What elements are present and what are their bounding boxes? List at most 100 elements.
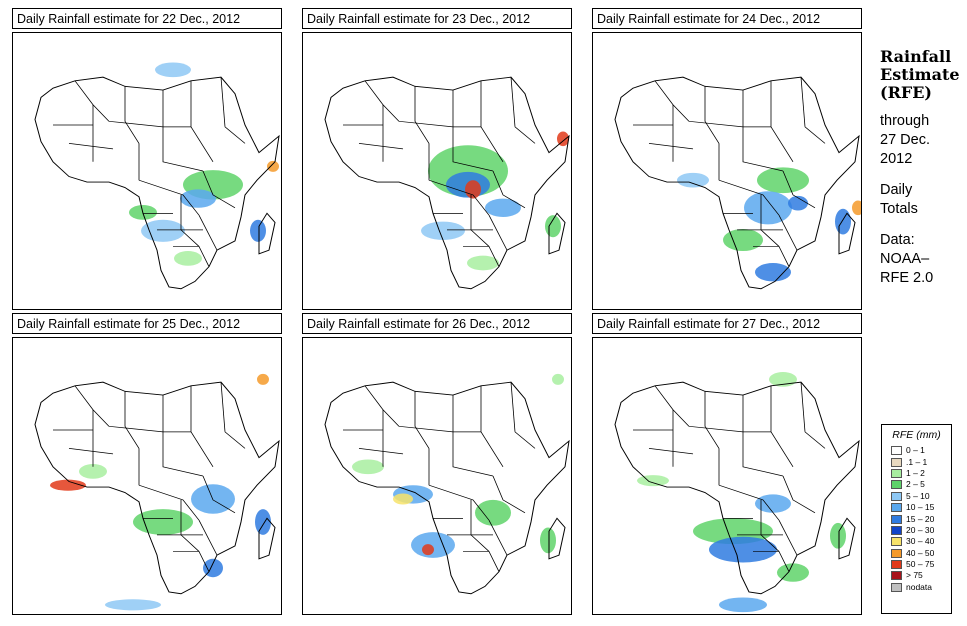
country-border: [742, 126, 784, 172]
country-border: [654, 385, 690, 427]
rainfall-area: [155, 62, 191, 78]
legend-swatch: [891, 548, 902, 558]
legend-label: 0 – 1: [906, 445, 925, 456]
legend-swatch: [891, 514, 902, 524]
country-border: [202, 170, 236, 209]
legend-label: .1 – 1: [906, 456, 928, 467]
rainfall-area: [255, 509, 271, 535]
country-border: [782, 475, 816, 514]
country-border: [654, 80, 690, 122]
legend-label: 1 – 2: [906, 467, 925, 478]
country-border: [173, 246, 210, 267]
country-border: [198, 520, 218, 556]
legend-swatch: [891, 560, 902, 570]
country-border: [800, 77, 806, 127]
country-border: [224, 431, 246, 449]
legend-swatch: [891, 571, 902, 581]
country-border: [428, 484, 490, 521]
country-border: [358, 448, 404, 455]
country-border: [138, 484, 200, 521]
rainfall-area: [352, 459, 384, 475]
country-border: [514, 126, 536, 144]
africa-map: [302, 337, 572, 615]
legend-label: 40 – 50: [906, 547, 935, 558]
rainfall-area: [719, 597, 767, 613]
country-border: [463, 551, 500, 572]
rainfall-area: [709, 536, 777, 563]
country-border: [492, 475, 526, 514]
legend-item: > 75: [882, 570, 951, 581]
rainfall-area: [267, 160, 279, 172]
rainfall-area: [540, 527, 556, 554]
madagascar-outline: [258, 517, 276, 560]
africa-map-svg: [34, 373, 280, 611]
legend-swatch: [891, 491, 902, 501]
rainfall-area: [133, 509, 193, 535]
rainfall-area: [557, 131, 569, 147]
legend-label: 30 – 40: [906, 536, 935, 547]
legend-title: RFE (mm): [892, 429, 941, 441]
country-border: [358, 143, 404, 150]
legend-swatch: [891, 468, 902, 478]
country-border: [480, 126, 504, 162]
legend-label: 10 – 15: [906, 502, 935, 513]
legend-item: 15 – 20: [882, 513, 951, 524]
rainfall-area: [422, 544, 434, 556]
rainfall-area: [552, 373, 564, 385]
country-border: [398, 120, 454, 128]
africa-coastline: [324, 381, 570, 595]
country-border: [198, 215, 218, 251]
country-border: [452, 90, 481, 128]
rainfall-area: [141, 219, 185, 242]
panel-title: Daily Rainfall estimate for 27 Dec., 201…: [592, 313, 862, 334]
country-border: [800, 382, 806, 432]
country-border: [108, 425, 164, 433]
africa-map: [592, 337, 862, 615]
rainfall-area: [755, 263, 791, 282]
sidebar-title: Rainfall Estimate (RFE): [880, 47, 960, 102]
rainfall-area: [744, 191, 792, 225]
country-border: [492, 170, 526, 209]
africa-map-svg: [614, 372, 860, 613]
country-border: [782, 170, 816, 209]
rainfall-area: [421, 221, 465, 240]
madagascar-outline: [548, 517, 566, 560]
country-border: [753, 246, 790, 267]
country-border: [162, 126, 204, 172]
country-border: [162, 395, 191, 433]
rainfall-area: [755, 494, 791, 513]
rainfall-area: [788, 195, 808, 211]
country-border: [364, 385, 400, 427]
legend-item: 1 – 2: [882, 468, 951, 479]
country-border: [452, 126, 494, 172]
country-border: [162, 90, 191, 128]
rainfall-area: [677, 172, 709, 188]
country-border: [648, 448, 694, 455]
country-border: [770, 126, 794, 162]
panel-title: Daily Rainfall estimate for 24 Dec., 201…: [592, 8, 862, 29]
africa-coastline: [614, 76, 860, 290]
rainfall-area: [465, 180, 481, 199]
panel-title: Daily Rainfall estimate for 25 Dec., 201…: [12, 313, 282, 334]
country-border: [742, 395, 771, 433]
country-border: [74, 385, 110, 427]
country-border: [202, 475, 236, 514]
country-border: [688, 425, 744, 433]
rainfall-area: [79, 464, 107, 479]
legend-swatch: [891, 582, 902, 592]
panel-title: Daily Rainfall estimate for 23 Dec., 201…: [302, 8, 572, 29]
country-border: [488, 520, 508, 556]
country-border: [190, 126, 214, 162]
country-border: [173, 551, 210, 572]
rainfall-area: [393, 493, 413, 505]
legend-label: > 75: [906, 570, 923, 581]
legend-label: 15 – 20: [906, 513, 935, 524]
legend-swatch: [891, 457, 902, 467]
legend-item: nodata: [882, 582, 951, 593]
country-border: [742, 90, 771, 128]
rainfall-area: [50, 479, 86, 491]
country-border: [778, 520, 798, 556]
daily-totals-note: Daily Totals: [880, 182, 918, 217]
